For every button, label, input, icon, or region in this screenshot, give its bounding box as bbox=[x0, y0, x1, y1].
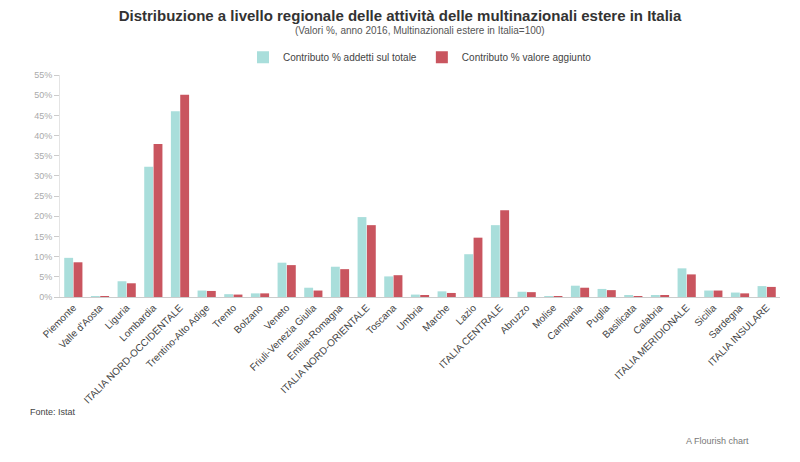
svg-text:Fonte: Istat: Fonte: Istat bbox=[30, 407, 76, 417]
svg-text:Sardegna: Sardegna bbox=[707, 302, 746, 341]
svg-text:40%: 40% bbox=[34, 131, 52, 141]
svg-text:Marche: Marche bbox=[420, 302, 452, 334]
svg-text:Calabria: Calabria bbox=[631, 302, 665, 336]
svg-text:Trento: Trento bbox=[210, 302, 238, 330]
svg-text:Sicilia: Sicilia bbox=[692, 302, 719, 329]
svg-text:Valle d'Aosta: Valle d'Aosta bbox=[57, 302, 106, 351]
svg-text:Emilia-Romagna: Emilia-Romagna bbox=[285, 302, 345, 362]
svg-text:45%: 45% bbox=[34, 111, 52, 121]
svg-text:Trentino-Alto Adige: Trentino-Alto Adige bbox=[144, 302, 212, 370]
svg-text:ITALIA INSULARE: ITALIA INSULARE bbox=[706, 302, 772, 368]
svg-text:Abruzzo: Abruzzo bbox=[498, 302, 532, 336]
svg-text:10%: 10% bbox=[34, 252, 52, 262]
svg-text:ITALIA NORD-OCCIDENTALE: ITALIA NORD-OCCIDENTALE bbox=[82, 302, 186, 406]
svg-text:ITALIA NORD-ORIENTALE: ITALIA NORD-ORIENTALE bbox=[278, 302, 371, 395]
svg-text:(Valori %, anno 2016, Multinaz: (Valori %, anno 2016, Multinazionali est… bbox=[295, 25, 545, 36]
svg-text:Umbria: Umbria bbox=[394, 302, 425, 333]
svg-text:Contributo % addetti sul total: Contributo % addetti sul totale bbox=[283, 52, 417, 63]
svg-text:Lombardia: Lombardia bbox=[117, 302, 158, 343]
svg-text:Campania: Campania bbox=[545, 302, 585, 342]
svg-text:Friuli-Venezia Giulia: Friuli-Venezia Giulia bbox=[248, 302, 319, 373]
svg-text:Veneto: Veneto bbox=[262, 302, 292, 332]
svg-text:0%: 0% bbox=[39, 292, 52, 302]
svg-text:55%: 55% bbox=[34, 70, 52, 80]
svg-text:Molise: Molise bbox=[530, 302, 559, 331]
svg-text:5%: 5% bbox=[39, 272, 52, 282]
svg-text:15%: 15% bbox=[34, 232, 52, 242]
svg-text:ITALIA MERIDIONALE: ITALIA MERIDIONALE bbox=[612, 302, 691, 381]
svg-text:35%: 35% bbox=[34, 151, 52, 161]
svg-text:Liguria: Liguria bbox=[103, 302, 132, 331]
svg-text:Bolzano: Bolzano bbox=[232, 302, 266, 336]
svg-text:Puglia: Puglia bbox=[584, 302, 612, 330]
svg-text:Piemonte: Piemonte bbox=[41, 302, 79, 340]
svg-text:A Flourish chart: A Flourish chart bbox=[686, 436, 749, 446]
svg-text:20%: 20% bbox=[34, 211, 52, 221]
svg-text:ITALIA CENTRALE: ITALIA CENTRALE bbox=[437, 302, 505, 370]
svg-text:50%: 50% bbox=[34, 90, 52, 100]
svg-text:Basilicata: Basilicata bbox=[600, 302, 638, 340]
svg-text:25%: 25% bbox=[34, 191, 52, 201]
svg-text:Distribuzione a livello region: Distribuzione a livello regionale delle … bbox=[119, 7, 682, 24]
svg-text:30%: 30% bbox=[34, 171, 52, 181]
svg-text:Toscana: Toscana bbox=[364, 302, 398, 336]
svg-text:Contributo % valore aggiunto: Contributo % valore aggiunto bbox=[462, 52, 591, 63]
svg-text:Lazio: Lazio bbox=[454, 302, 479, 327]
